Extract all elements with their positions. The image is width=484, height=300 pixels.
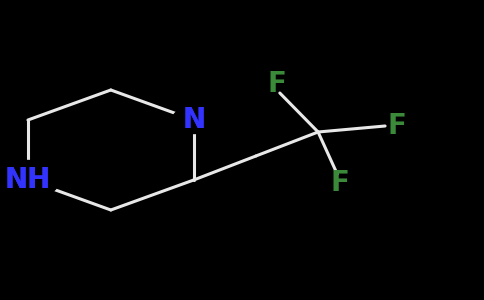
Circle shape (172, 106, 215, 134)
Text: NH: NH (5, 166, 51, 194)
Text: F: F (330, 169, 349, 197)
Circle shape (0, 160, 59, 200)
Text: N: N (182, 106, 205, 134)
Text: F: F (268, 70, 287, 98)
Text: N: N (182, 106, 205, 134)
Text: NH: NH (5, 166, 51, 194)
Text: F: F (388, 112, 407, 140)
